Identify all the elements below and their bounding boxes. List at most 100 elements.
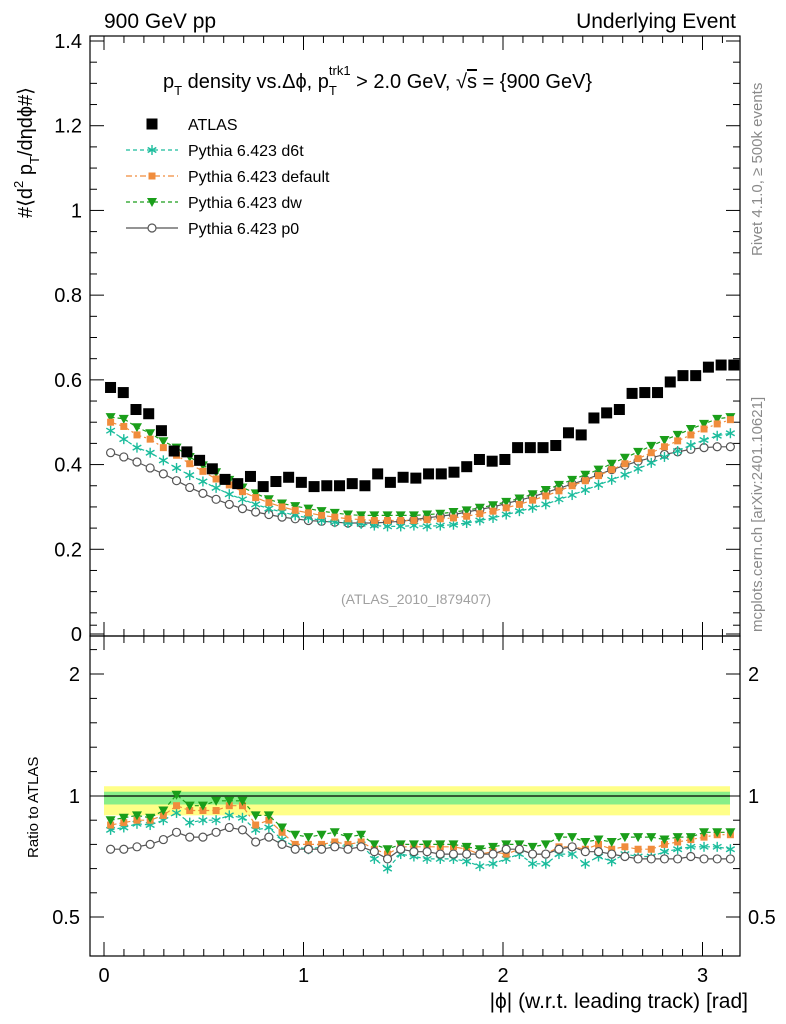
data-point <box>409 847 419 857</box>
asterisk-stroke <box>237 814 248 821</box>
data-point <box>462 849 472 859</box>
data-point <box>580 858 590 869</box>
data-point <box>131 811 142 821</box>
asterisk-stroke <box>264 824 274 831</box>
data-point <box>567 475 578 485</box>
asterisk-stroke <box>646 459 656 466</box>
y-tick-label: 0 <box>71 624 82 646</box>
data-point <box>303 833 314 843</box>
data-point <box>489 507 497 515</box>
data-point <box>553 833 564 843</box>
asterisk-stroke <box>132 444 142 451</box>
data-point <box>726 416 734 424</box>
asterisk-stroke <box>686 843 696 850</box>
asterisk-stroke <box>145 449 155 456</box>
asterisk-stroke <box>725 430 736 437</box>
asterisk-stroke <box>501 511 511 518</box>
data-point <box>185 470 195 481</box>
asterisk-stroke <box>448 521 459 528</box>
y-tick-label: 1 <box>71 200 82 222</box>
data-point <box>728 359 740 371</box>
data-point <box>686 440 696 451</box>
data-point <box>181 446 193 458</box>
data-point <box>448 840 459 850</box>
inner-band <box>104 791 730 805</box>
data-point <box>555 487 563 495</box>
asterisk-stroke <box>607 858 617 865</box>
data-point <box>633 463 643 474</box>
data-point <box>270 476 282 488</box>
data-point <box>237 796 248 806</box>
data-point <box>633 854 643 864</box>
data-point <box>677 370 689 382</box>
asterisk-stroke <box>475 517 485 524</box>
data-point <box>232 478 244 490</box>
data-point <box>621 460 629 468</box>
asterisk-stroke <box>461 858 472 865</box>
data-point <box>384 476 396 488</box>
data-point <box>537 442 549 454</box>
data-point <box>725 442 735 452</box>
data-point <box>211 494 221 504</box>
data-point <box>304 509 312 517</box>
asterisk-stroke <box>567 491 577 499</box>
data-point <box>237 504 248 514</box>
data-point <box>290 844 300 854</box>
data-point <box>699 419 710 429</box>
data-point <box>687 431 695 439</box>
header-right: Underlying Event <box>576 10 736 33</box>
data-point <box>646 833 657 843</box>
data-point <box>475 861 485 872</box>
data-point <box>330 842 340 852</box>
data-point <box>244 470 256 482</box>
ratio-y-axis-label: Ratio to ATLAS <box>25 757 42 858</box>
data-point <box>423 516 431 524</box>
asterisk-stroke <box>105 427 116 434</box>
data-point <box>283 471 295 483</box>
data-point <box>107 418 115 426</box>
data-point <box>148 172 156 180</box>
data-point <box>316 844 327 854</box>
asterisk-stroke <box>119 436 129 443</box>
asterisk-stroke <box>461 519 472 527</box>
asterisk-stroke <box>567 850 577 858</box>
data-point <box>567 842 577 852</box>
data-point <box>593 479 604 490</box>
data-point <box>106 448 116 458</box>
data-point <box>342 833 353 843</box>
asterisk-stroke <box>488 860 498 867</box>
asterisk-stroke <box>580 860 590 867</box>
data-point <box>699 854 709 864</box>
data-point <box>553 480 564 490</box>
legend-label: Pythia 6.423 d6t <box>188 143 304 160</box>
data-point <box>147 223 157 233</box>
asterisk-stroke <box>712 432 722 439</box>
data-point <box>372 468 384 480</box>
data-point <box>540 840 551 850</box>
data-point <box>291 840 299 848</box>
data-point <box>290 830 301 840</box>
data-point <box>131 423 142 433</box>
data-point <box>606 459 617 469</box>
y-tick-label: 0.4 <box>54 455 82 477</box>
data-point <box>620 851 630 862</box>
data-point <box>382 854 393 864</box>
data-point <box>659 436 670 446</box>
data-point <box>237 494 248 505</box>
data-point <box>184 801 195 811</box>
data-point <box>619 833 630 843</box>
x-tick-label: 0 <box>98 965 109 987</box>
asterisk-stroke <box>580 486 590 494</box>
asterisk-stroke <box>251 501 261 508</box>
data-point <box>581 477 589 485</box>
data-point <box>290 502 301 512</box>
data-point <box>252 494 260 502</box>
data-point <box>686 851 696 862</box>
data-point <box>158 806 169 816</box>
data-point <box>568 482 576 490</box>
ratio-tick-label-right: 2 <box>748 664 759 686</box>
y-tick-label: 1.2 <box>54 116 82 138</box>
data-point <box>613 404 625 416</box>
data-point <box>263 811 274 821</box>
data-point <box>540 485 551 495</box>
